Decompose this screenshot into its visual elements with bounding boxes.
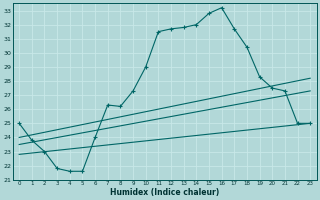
X-axis label: Humidex (Indice chaleur): Humidex (Indice chaleur) xyxy=(110,188,219,197)
